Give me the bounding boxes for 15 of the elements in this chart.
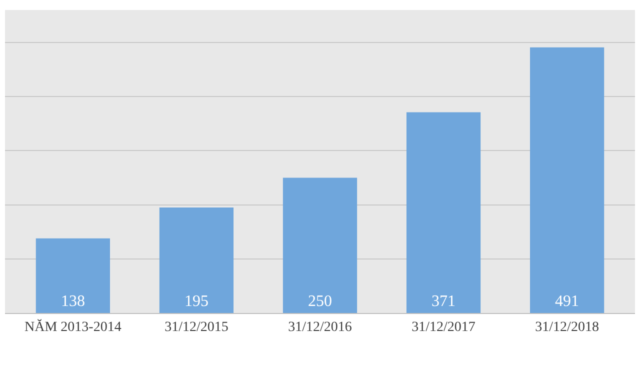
x-tick-label: NĂM 2013-2014 [24, 318, 122, 335]
data-label: 138 [60, 293, 85, 310]
bar [530, 47, 604, 313]
data-label: 250 [308, 293, 332, 310]
x-tick-label: 31/12/2015 [164, 320, 228, 335]
bar [159, 207, 234, 313]
bar [282, 178, 358, 313]
data-label: 491 [555, 293, 580, 310]
bar [36, 238, 110, 313]
x-tick-label: 31/12/2018 [535, 320, 599, 335]
x-tick-label: 31/12/2016 [288, 320, 352, 335]
x-tick-label: 31/12/2017 [412, 320, 476, 335]
bar [406, 112, 481, 313]
data-label: 195 [184, 293, 208, 310]
data-label: 371 [432, 293, 456, 310]
